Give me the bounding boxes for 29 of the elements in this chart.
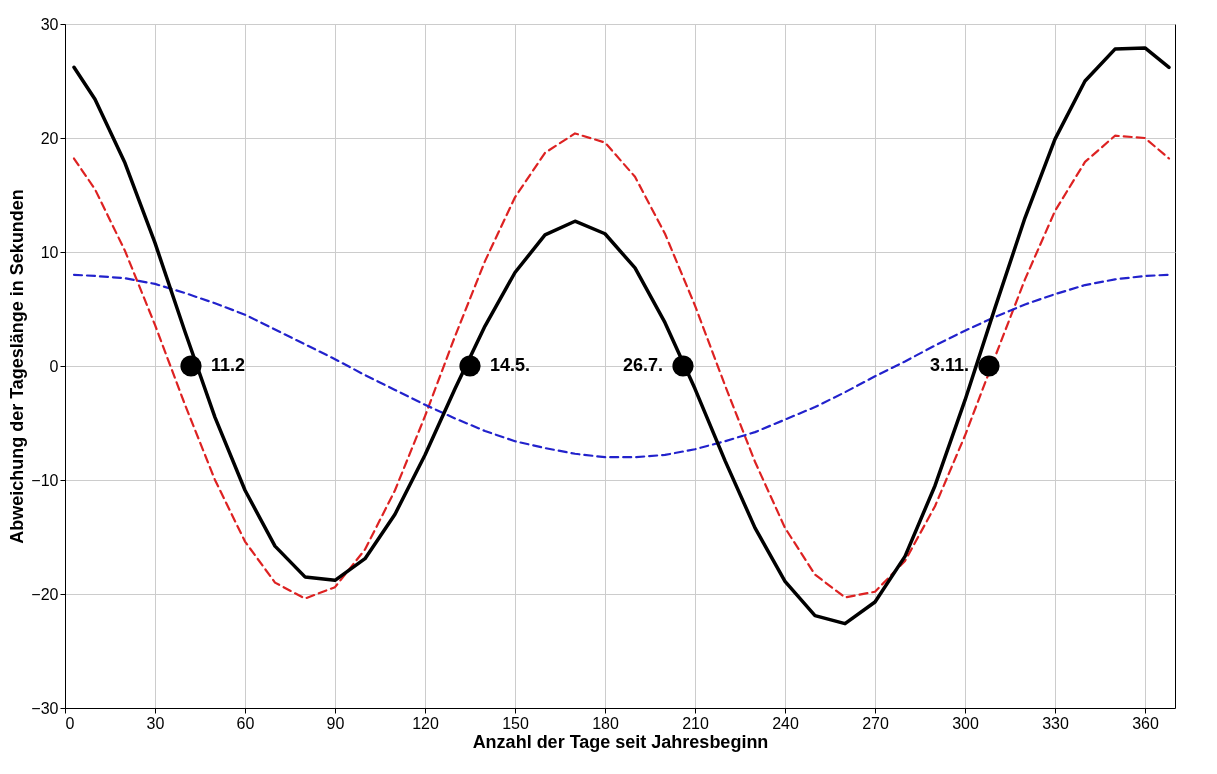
y-tick-label: 0: [49, 357, 59, 375]
x-tick-label: 180: [592, 714, 619, 732]
x-tick-label: 30: [146, 714, 165, 732]
x-tick-label: 60: [236, 714, 255, 732]
x-tick-label: 360: [1132, 714, 1159, 732]
line-series: [72, 273, 1171, 459]
line-series: [72, 46, 1171, 626]
y-tick-label: −20: [31, 585, 59, 603]
annotation: 3.11.: [929, 355, 969, 375]
x-tick-label: 240: [772, 714, 799, 732]
annotation: 26.7.: [622, 355, 663, 375]
y-tick-label: −30: [31, 699, 59, 717]
x-tick-label: 120: [412, 714, 439, 732]
x-tick-label: 300: [952, 714, 979, 732]
x-tick-label: 150: [502, 714, 529, 732]
x-tick-label: 90: [326, 714, 345, 732]
annotation: 14.5.: [490, 355, 531, 375]
x-tick-label: 0: [65, 714, 75, 732]
y-axis-title: Abweichung der Tageslänge in Sekunden: [7, 189, 28, 544]
annotation: 11.2: [211, 355, 246, 375]
x-tick-label: 210: [682, 714, 709, 732]
y-tick-label: −10: [31, 471, 59, 489]
x-tick-label: 270: [862, 714, 889, 732]
line-series: [72, 132, 1171, 600]
y-tick-label: 20: [40, 129, 59, 147]
y-tick-label: 10: [40, 243, 59, 261]
x-tick-label: 330: [1042, 714, 1069, 732]
y-tick-label: 30: [40, 15, 59, 33]
x-axis-title: Anzahl der Tage seit Jahresbeginn: [472, 731, 769, 752]
